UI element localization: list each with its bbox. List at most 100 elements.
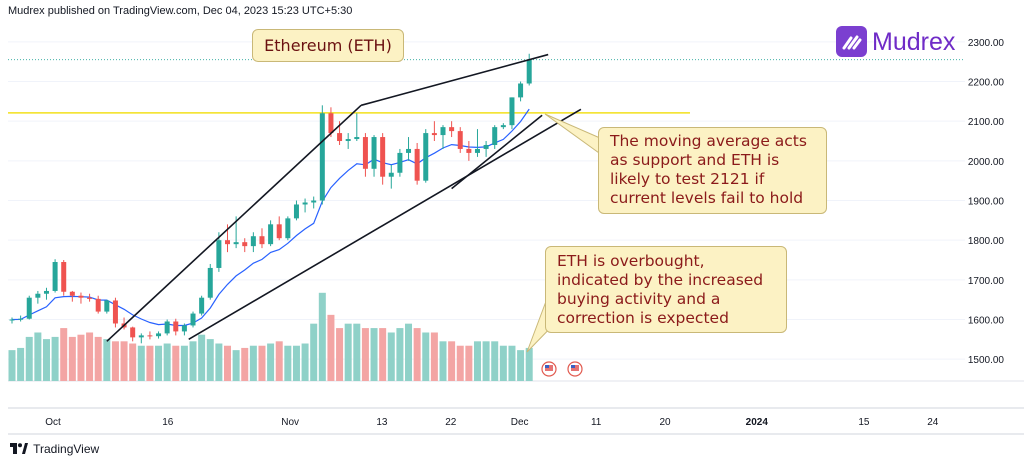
candle-body	[509, 97, 515, 126]
volume-bar	[163, 343, 171, 381]
volume-bar	[413, 328, 421, 381]
x-tick-label: 16	[162, 417, 174, 428]
x-tick-label: Dec	[511, 417, 529, 428]
candle-body	[380, 137, 386, 177]
y-tick-label: 2000.00	[968, 157, 1005, 168]
candle-body	[35, 293, 41, 298]
moving-average	[11, 108, 530, 327]
candle-body	[466, 148, 472, 153]
y-tick-label: 1600.00	[968, 316, 1005, 327]
y-tick-label: 1900.00	[968, 197, 1005, 208]
volume-bar	[198, 334, 206, 381]
volume-bar	[422, 332, 430, 381]
volume-bar	[206, 339, 214, 381]
volume-bar	[51, 336, 59, 381]
volume-bar	[258, 345, 266, 381]
volume-bar	[370, 328, 378, 381]
volume-bar	[491, 341, 499, 381]
mudrex-logo: Mudrex	[836, 26, 968, 60]
volume-bar	[508, 345, 516, 381]
candle-body	[526, 59, 532, 84]
volume-bar	[180, 345, 188, 381]
volume-bar	[361, 328, 369, 381]
chart-title: Ethereum (ETH)	[252, 29, 404, 62]
candle-body	[87, 297, 93, 299]
event-flag-canton	[571, 365, 575, 368]
candle-body	[345, 139, 351, 142]
volume-bar	[120, 341, 128, 381]
x-tick-label: Oct	[45, 417, 61, 428]
y-axis: 1500.00 1600.00 1700.00 1800.00 1900.00 2000.…	[968, 38, 1005, 366]
candle-body	[500, 125, 506, 128]
candle-body	[337, 133, 343, 142]
candle-body	[406, 148, 412, 153]
volume-bar	[232, 350, 240, 381]
x-tick-label: 13	[376, 417, 388, 428]
candle-body	[233, 242, 239, 245]
volume-bar	[77, 334, 85, 381]
volume-bar	[517, 350, 525, 381]
volume-bar	[68, 336, 76, 381]
volume-bar	[318, 292, 326, 381]
candle-body	[362, 137, 368, 169]
volume-bar	[284, 345, 292, 381]
volume-bar	[344, 323, 352, 381]
trend-line	[451, 114, 543, 190]
trend-line	[360, 53, 549, 107]
volume-bar	[456, 345, 464, 381]
y-tick-label: 1500.00	[968, 355, 1005, 366]
candles	[9, 53, 532, 344]
candle-body	[397, 152, 403, 173]
volume-bar	[353, 323, 361, 381]
candle-body	[26, 297, 32, 319]
candle-body	[319, 113, 325, 201]
volume-bar	[267, 343, 275, 381]
volume-bar	[146, 345, 154, 381]
candle-body	[293, 204, 299, 219]
volume-bar	[172, 345, 180, 381]
volume-bars	[8, 292, 533, 381]
x-tick-label: 15	[858, 417, 870, 428]
candle-body	[104, 300, 110, 312]
trend-line	[106, 104, 362, 342]
candle-body	[371, 137, 377, 169]
candle-body	[242, 242, 248, 247]
volume-bar	[137, 345, 145, 381]
volume-bar	[275, 341, 283, 381]
candle-body	[181, 325, 187, 332]
y-tick-label: 2100.00	[968, 117, 1005, 128]
candle-body	[112, 300, 118, 324]
mudrex-logo-text: Mudrex	[872, 28, 956, 56]
candle-body	[130, 327, 136, 338]
volume-bar	[34, 332, 42, 381]
candle-body	[164, 321, 170, 334]
x-tick-label: 24	[927, 417, 939, 428]
trend-lines	[106, 53, 582, 342]
candle-body	[328, 113, 334, 134]
candle-body	[474, 148, 480, 153]
volume-bar	[249, 345, 257, 381]
volume-bar	[111, 341, 119, 381]
candle-body	[518, 83, 524, 98]
level-lines	[8, 59, 965, 114]
volume-bar	[439, 341, 447, 381]
candle-body	[492, 127, 498, 145]
candle-body	[457, 131, 463, 149]
volume-bar	[42, 339, 50, 381]
volume-bar	[8, 350, 16, 381]
x-tick-label: 11	[591, 417, 602, 428]
candle-body	[78, 295, 84, 298]
volume-bar	[86, 332, 94, 381]
candle-body	[285, 218, 291, 239]
volume-bar	[155, 345, 163, 381]
callout-pointer-support	[544, 113, 607, 160]
x-tick-label: 20	[659, 417, 671, 428]
tradingview-logo-icon	[10, 443, 28, 454]
candle-body	[52, 262, 58, 291]
candle-body	[388, 172, 394, 177]
event-icons	[541, 361, 583, 377]
volume-bar	[94, 336, 102, 381]
x-axis: Oct 16 Nov 13 22 Dec 11 20 2024 15 24	[45, 417, 939, 428]
volume-bar	[482, 341, 490, 381]
candle-body	[311, 200, 317, 203]
